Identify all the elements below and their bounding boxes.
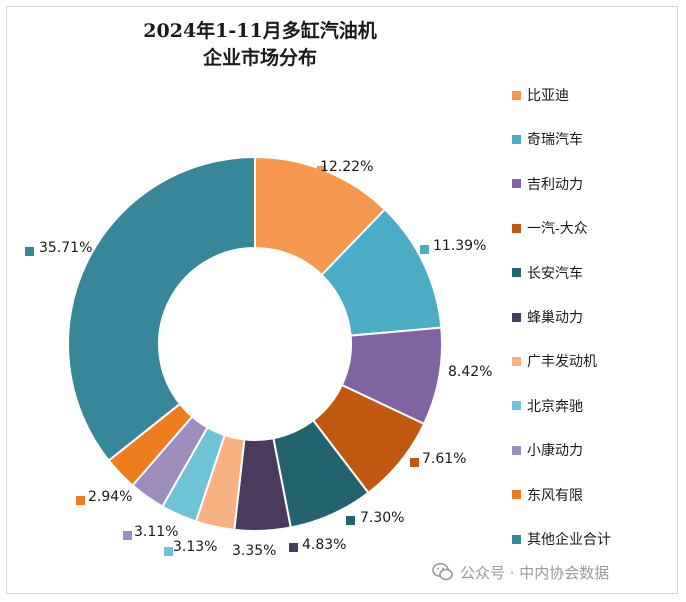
legend-label: 小康动力 [527, 443, 583, 460]
legend-item: 比亚迪 [512, 84, 569, 106]
legend-swatch [512, 356, 521, 366]
legend-label: 广丰发动机 [527, 354, 597, 371]
data-label: 12.22% [320, 159, 373, 175]
data-label-marker [346, 516, 355, 525]
legend-item: 长安汽车 [512, 262, 583, 284]
legend-swatch [512, 445, 521, 455]
legend-item: 东风有限 [512, 484, 583, 506]
legend-item: 一汽-大众 [512, 217, 588, 239]
data-label-marker [164, 547, 173, 556]
data-label-marker [76, 496, 85, 505]
chart-frame [6, 6, 678, 594]
legend-label: 比亚迪 [527, 88, 569, 104]
legend-swatch [512, 312, 521, 322]
legend-item: 吉利动力 [512, 173, 583, 195]
watermark-text: 公众号 · 中内协会数据 [460, 563, 610, 582]
legend-item: 北京奔驰 [512, 395, 583, 417]
data-label-marker [123, 531, 132, 540]
legend-label: 北京奔驰 [527, 398, 583, 415]
data-label: 3.35% [232, 543, 276, 559]
legend-label: 吉利动力 [527, 176, 583, 193]
legend-item: 蜂巢动力 [512, 306, 583, 328]
data-label: 7.61% [422, 451, 466, 467]
legend-swatch [512, 134, 521, 144]
legend-swatch [512, 490, 521, 500]
legend-label: 长安汽车 [527, 265, 583, 282]
data-label: 11.39% [433, 238, 486, 254]
donut-slice [67, 155, 256, 462]
data-label-marker [289, 543, 298, 552]
data-label: 8.42% [448, 364, 492, 380]
data-label-marker [410, 458, 419, 467]
data-label-marker [25, 247, 34, 256]
chart-title: 2024年1-11月多缸汽油机 企业市场分布 [120, 18, 400, 72]
data-label-marker [317, 166, 326, 175]
legend-item: 广丰发动机 [512, 350, 597, 372]
watermark: 公众号 · 中内协会数据 [432, 560, 609, 584]
legend-swatch [512, 268, 521, 278]
legend-item: 其他企业合计 [512, 528, 611, 550]
data-label: 4.83% [302, 537, 346, 553]
legend-label: 东风有限 [527, 487, 583, 504]
wechat-icon [432, 562, 453, 581]
legend-label: 蜂巢动力 [527, 310, 583, 326]
data-label: 35.71% [39, 240, 92, 256]
legend-swatch [512, 223, 521, 233]
data-label: 2.94% [88, 489, 132, 505]
data-label: 7.30% [360, 510, 404, 526]
legend-label: 奇瑞汽车 [527, 132, 583, 149]
legend-swatch [512, 179, 521, 189]
chart-title-line-1: 2024年1-11月多缸汽油机 [143, 20, 377, 42]
chart-title-line-2: 企业市场分布 [202, 47, 317, 69]
data-label: 3.11% [134, 524, 178, 540]
legend-label: 其他企业合计 [527, 532, 611, 548]
legend-label: 一汽-大众 [527, 221, 588, 238]
legend-swatch [512, 534, 521, 544]
legend-item: 奇瑞汽车 [512, 128, 583, 150]
data-label-marker [420, 245, 429, 254]
legend-swatch [512, 401, 521, 411]
legend-swatch [512, 90, 521, 100]
legend-item: 小康动力 [512, 439, 583, 461]
data-label: 3.13% [173, 539, 217, 555]
